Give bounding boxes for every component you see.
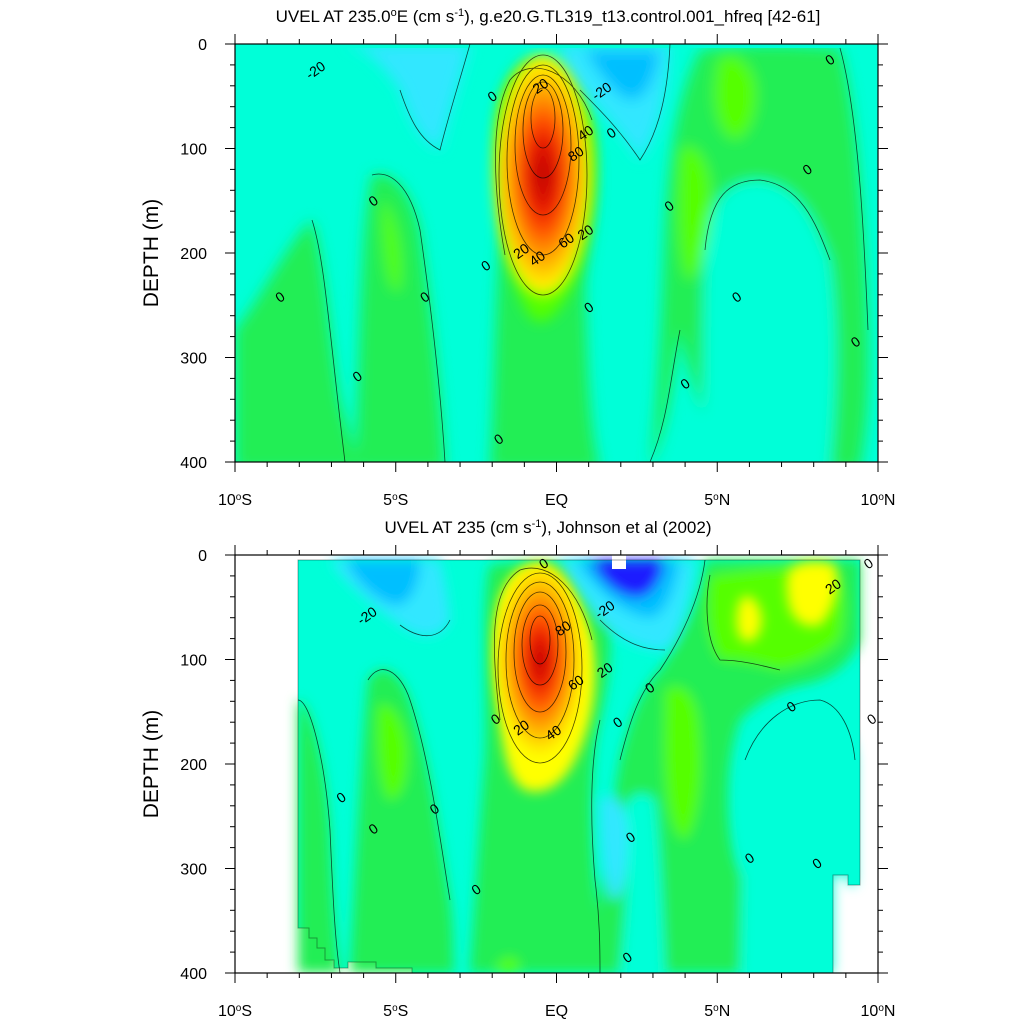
panel-top: UVEL AT 235.0oE (cm s-1), g.e20.G.TL319_… [140, 7, 895, 509]
contour-fill-top [235, 44, 878, 462]
y-tick-label: 200 [180, 246, 207, 263]
contour-fill-bottom [235, 555, 878, 973]
x-tick-label: 5oN [704, 1003, 730, 1021]
x-tick-label: 5oN [704, 492, 730, 510]
x-tick-label: 10oN [861, 1003, 896, 1021]
x-tick-label: 10oS [218, 1003, 252, 1021]
x-tick-label: 5oS [383, 492, 408, 510]
panel-bottom: UVEL AT 235 (cm s-1), Johnson et al (200… [140, 518, 895, 1020]
y-tick-label: 100 [180, 142, 207, 159]
ticks-bottom: 0 100 200 300 400 10oS 5oS EQ 5oN 10oN [180, 545, 895, 1020]
y-axis-label-bottom: DEPTH (m) [140, 710, 163, 819]
x-tick-label: 5oS [383, 1003, 408, 1021]
y-tick-label: 0 [198, 37, 207, 54]
y-tick-label: 400 [180, 455, 207, 472]
y-tick-label: 100 [180, 653, 207, 670]
ticks-top: 0 100 200 300 400 10oS 5oS EQ 5oN 10oN [180, 34, 895, 509]
y-tick-label: 200 [180, 757, 207, 774]
chart-title-bottom: UVEL AT 235 (cm s-1), Johnson et al (200… [385, 518, 712, 537]
x-tick-label: EQ [545, 1003, 568, 1020]
y-tick-label: 300 [180, 351, 207, 368]
y-tick-label: 0 [198, 548, 207, 565]
y-axis-label-top: DEPTH (m) [140, 199, 163, 308]
x-tick-label: EQ [545, 492, 568, 509]
chart-title-top: UVEL AT 235.0oE (cm s-1), g.e20.G.TL319_… [276, 7, 821, 26]
y-tick-label: 400 [180, 966, 207, 983]
x-tick-label: 10oN [861, 492, 896, 510]
x-tick-label: 10oS [218, 492, 252, 510]
y-tick-label: 300 [180, 862, 207, 879]
